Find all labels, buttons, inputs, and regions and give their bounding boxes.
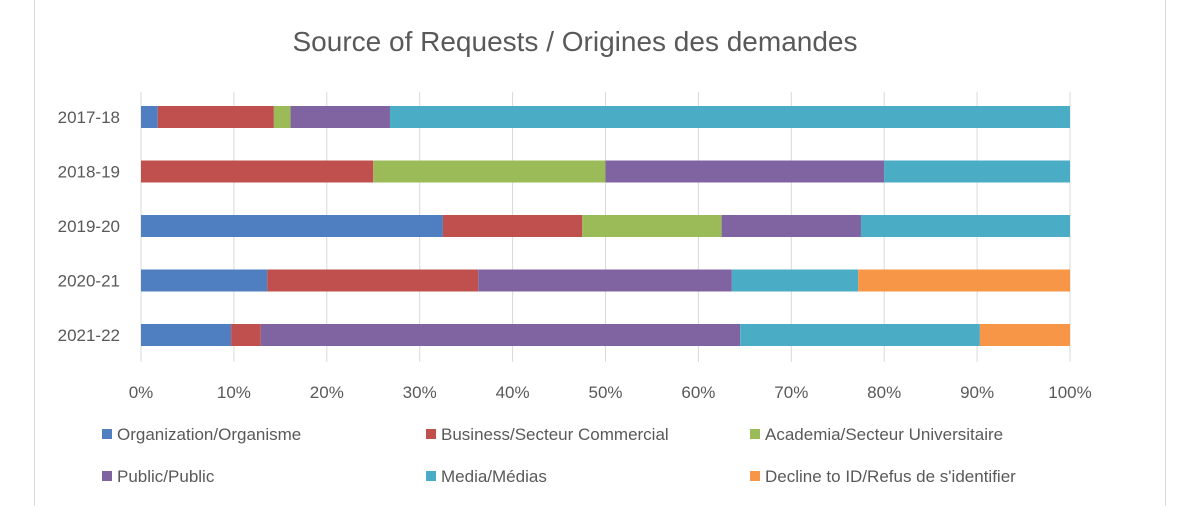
- bar-segment: [267, 269, 479, 292]
- legend-label: Public/Public: [117, 467, 215, 486]
- x-tick-label: 10%: [217, 383, 251, 402]
- legend-swatch: [750, 471, 760, 481]
- x-tick-label: 30%: [403, 383, 437, 402]
- category-label: 2019-20: [58, 217, 120, 236]
- bar-segment: [141, 160, 374, 183]
- legend-swatch: [426, 471, 436, 481]
- legend-item[interactable]: Business/Secteur Commercial: [426, 425, 669, 444]
- bar-segment: [979, 324, 1070, 346]
- x-tick-label: 60%: [681, 383, 715, 402]
- bar-segment: [231, 324, 261, 346]
- legend-item[interactable]: Public/Public: [102, 467, 215, 486]
- x-tick-label: 70%: [774, 383, 808, 402]
- bar-segment: [605, 160, 885, 183]
- bar-segment: [858, 269, 1070, 292]
- bar-segment: [141, 269, 268, 292]
- bars: [141, 106, 1070, 346]
- bar-segment: [373, 160, 606, 183]
- x-tick-label: 90%: [960, 383, 994, 402]
- legend-item[interactable]: Media/Médias: [426, 467, 547, 486]
- bar-segment: [141, 106, 158, 128]
- bar-segment: [442, 215, 583, 237]
- bar-segment: [582, 215, 722, 237]
- chart-frame: [34, 0, 1166, 506]
- bar-segment: [260, 324, 741, 346]
- x-tick-label: 40%: [496, 383, 530, 402]
- legend-item[interactable]: Decline to ID/Refus de s'identifier: [750, 467, 1016, 486]
- x-tick-labels: 0% 10% 20% 30% 40% 50% 60% 70% 80% 90% 100%: [129, 383, 1092, 402]
- x-tick-label: 50%: [588, 383, 622, 402]
- legend[interactable]: Organization/Organisme Business/Secteur C…: [102, 425, 1016, 486]
- legend-label: Organization/Organisme: [117, 425, 301, 444]
- x-tick-label: 20%: [310, 383, 344, 402]
- bar-segment: [290, 106, 390, 128]
- bar-segment: [731, 269, 859, 292]
- legend-swatch: [750, 429, 760, 439]
- legend-item[interactable]: Academia/Secteur Universitaire: [750, 425, 1003, 444]
- x-tick-label: 0%: [129, 383, 154, 402]
- bar-segment: [141, 324, 232, 346]
- legend-swatch: [102, 471, 112, 481]
- bar-segment: [860, 215, 1070, 237]
- bar-segment: [141, 215, 443, 237]
- bar-segment: [157, 106, 274, 128]
- bar-segment: [884, 160, 1070, 183]
- bar-segment: [389, 106, 1070, 128]
- category-label: 2020-21: [58, 272, 120, 291]
- legend-label: Decline to ID/Refus de s'identifier: [765, 467, 1016, 486]
- bar-segment: [478, 269, 732, 292]
- legend-swatch: [426, 429, 436, 439]
- category-label: 2021-22: [58, 326, 120, 345]
- bar-segment: [740, 324, 980, 346]
- category-labels: 2017-18 2018-19 2019-20 2020-21 2021-22: [58, 108, 120, 345]
- category-label: 2017-18: [58, 108, 120, 127]
- bar-segment: [273, 106, 291, 128]
- x-tick-label: 100%: [1048, 383, 1091, 402]
- legend-swatch: [102, 429, 112, 439]
- legend-label: Business/Secteur Commercial: [441, 425, 669, 444]
- legend-item[interactable]: Organization/Organisme: [102, 425, 301, 444]
- category-label: 2018-19: [58, 163, 120, 182]
- bar-segment: [721, 215, 861, 237]
- chart-title: Source of Requests / Origines des demand…: [293, 26, 858, 57]
- legend-label: Academia/Secteur Universitaire: [765, 425, 1003, 444]
- x-tick-label: 80%: [867, 383, 901, 402]
- legend-label: Media/Médias: [441, 467, 547, 486]
